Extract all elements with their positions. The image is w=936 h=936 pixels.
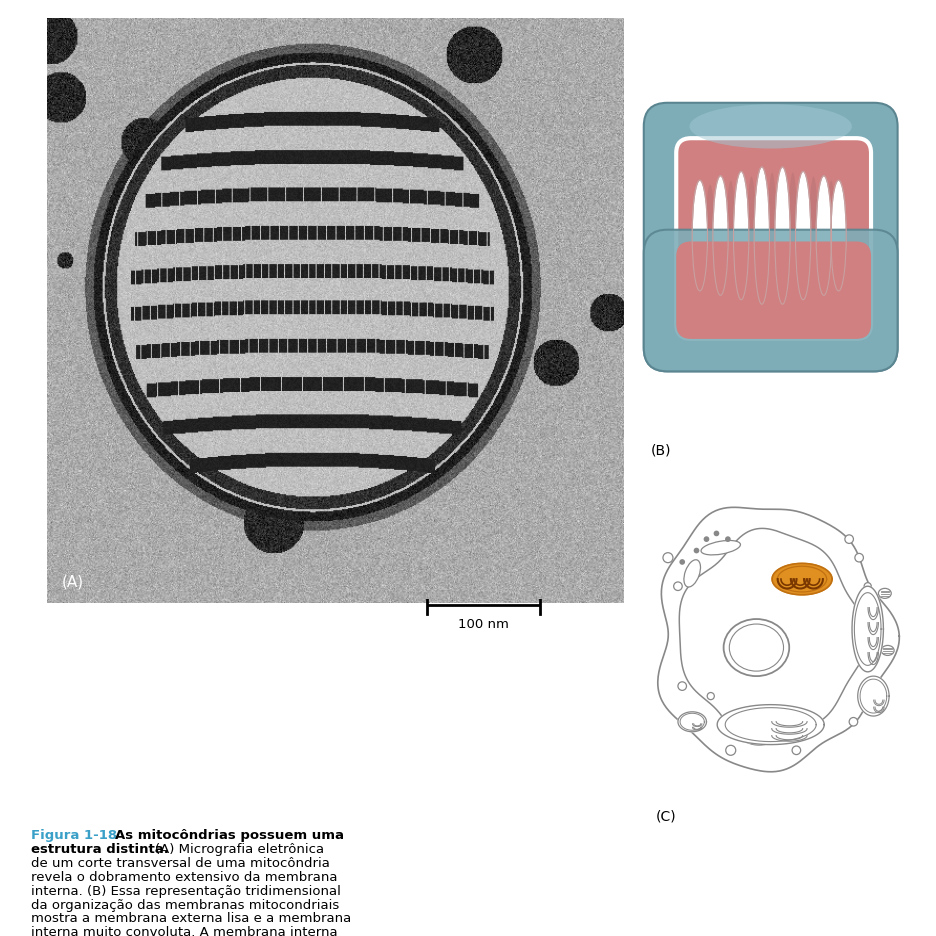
Polygon shape <box>679 529 867 745</box>
Ellipse shape <box>689 105 851 150</box>
Ellipse shape <box>753 168 768 305</box>
FancyBboxPatch shape <box>643 230 897 372</box>
Ellipse shape <box>787 173 797 300</box>
Ellipse shape <box>692 181 707 292</box>
Polygon shape <box>856 677 888 716</box>
Text: (B): (B) <box>651 443 671 457</box>
Ellipse shape <box>673 582 681 591</box>
Text: interna. (B) Essa representação tridimensional: interna. (B) Essa representação tridimen… <box>31 884 341 897</box>
Ellipse shape <box>724 536 730 543</box>
Text: (C): (C) <box>655 809 676 823</box>
Text: 100 nm: 100 nm <box>458 618 508 631</box>
FancyBboxPatch shape <box>676 139 870 340</box>
Ellipse shape <box>707 693 713 700</box>
Polygon shape <box>657 508 899 772</box>
Text: Figura 1-18: Figura 1-18 <box>31 828 117 841</box>
Ellipse shape <box>795 172 810 300</box>
Polygon shape <box>716 705 824 745</box>
Ellipse shape <box>767 173 776 300</box>
FancyBboxPatch shape <box>643 104 897 372</box>
Ellipse shape <box>844 535 853 544</box>
Ellipse shape <box>808 177 817 296</box>
Text: (A): (A) <box>61 574 83 589</box>
Ellipse shape <box>723 620 788 677</box>
Text: As mitocôndrias possuem uma: As mitocôndrias possuem uma <box>115 828 344 841</box>
Text: estrutura distinta.: estrutura distinta. <box>31 842 168 856</box>
Polygon shape <box>851 587 883 672</box>
Ellipse shape <box>679 560 684 565</box>
Ellipse shape <box>854 554 862 563</box>
Ellipse shape <box>774 168 789 305</box>
Ellipse shape <box>830 181 845 292</box>
FancyBboxPatch shape <box>676 242 870 340</box>
Text: da organização das membranas mitocondriais: da organização das membranas mitocondria… <box>31 898 339 911</box>
Text: de um corte transversal de uma mitocôndria: de um corte transversal de uma mitocôndr… <box>31 856 329 869</box>
Ellipse shape <box>863 583 870 591</box>
Text: mostra a membrana externa lisa e a membrana: mostra a membrana externa lisa e a membr… <box>31 912 351 925</box>
Ellipse shape <box>712 177 727 296</box>
Ellipse shape <box>693 548 698 554</box>
Text: (A) Micrografia eletrônica: (A) Micrografia eletrônica <box>154 842 323 856</box>
Text: interna muito convoluta. A membrana interna: interna muito convoluta. A membrana inte… <box>31 926 337 936</box>
Ellipse shape <box>881 646 893 656</box>
Polygon shape <box>678 712 706 732</box>
Ellipse shape <box>733 172 748 300</box>
Ellipse shape <box>683 560 700 588</box>
Ellipse shape <box>728 624 782 671</box>
Ellipse shape <box>725 182 735 291</box>
Ellipse shape <box>703 536 709 543</box>
Polygon shape <box>771 563 831 595</box>
Ellipse shape <box>713 531 719 536</box>
Ellipse shape <box>815 177 830 296</box>
Ellipse shape <box>746 177 755 296</box>
Ellipse shape <box>678 682 686 691</box>
Text: revela o dobramento extensivo da membrana: revela o dobramento extensivo da membran… <box>31 870 337 883</box>
Ellipse shape <box>663 553 672 563</box>
Ellipse shape <box>725 745 735 755</box>
Ellipse shape <box>877 589 890 599</box>
Ellipse shape <box>826 182 835 291</box>
Ellipse shape <box>791 746 799 754</box>
Ellipse shape <box>848 718 856 726</box>
Ellipse shape <box>705 185 714 287</box>
Ellipse shape <box>700 541 739 555</box>
